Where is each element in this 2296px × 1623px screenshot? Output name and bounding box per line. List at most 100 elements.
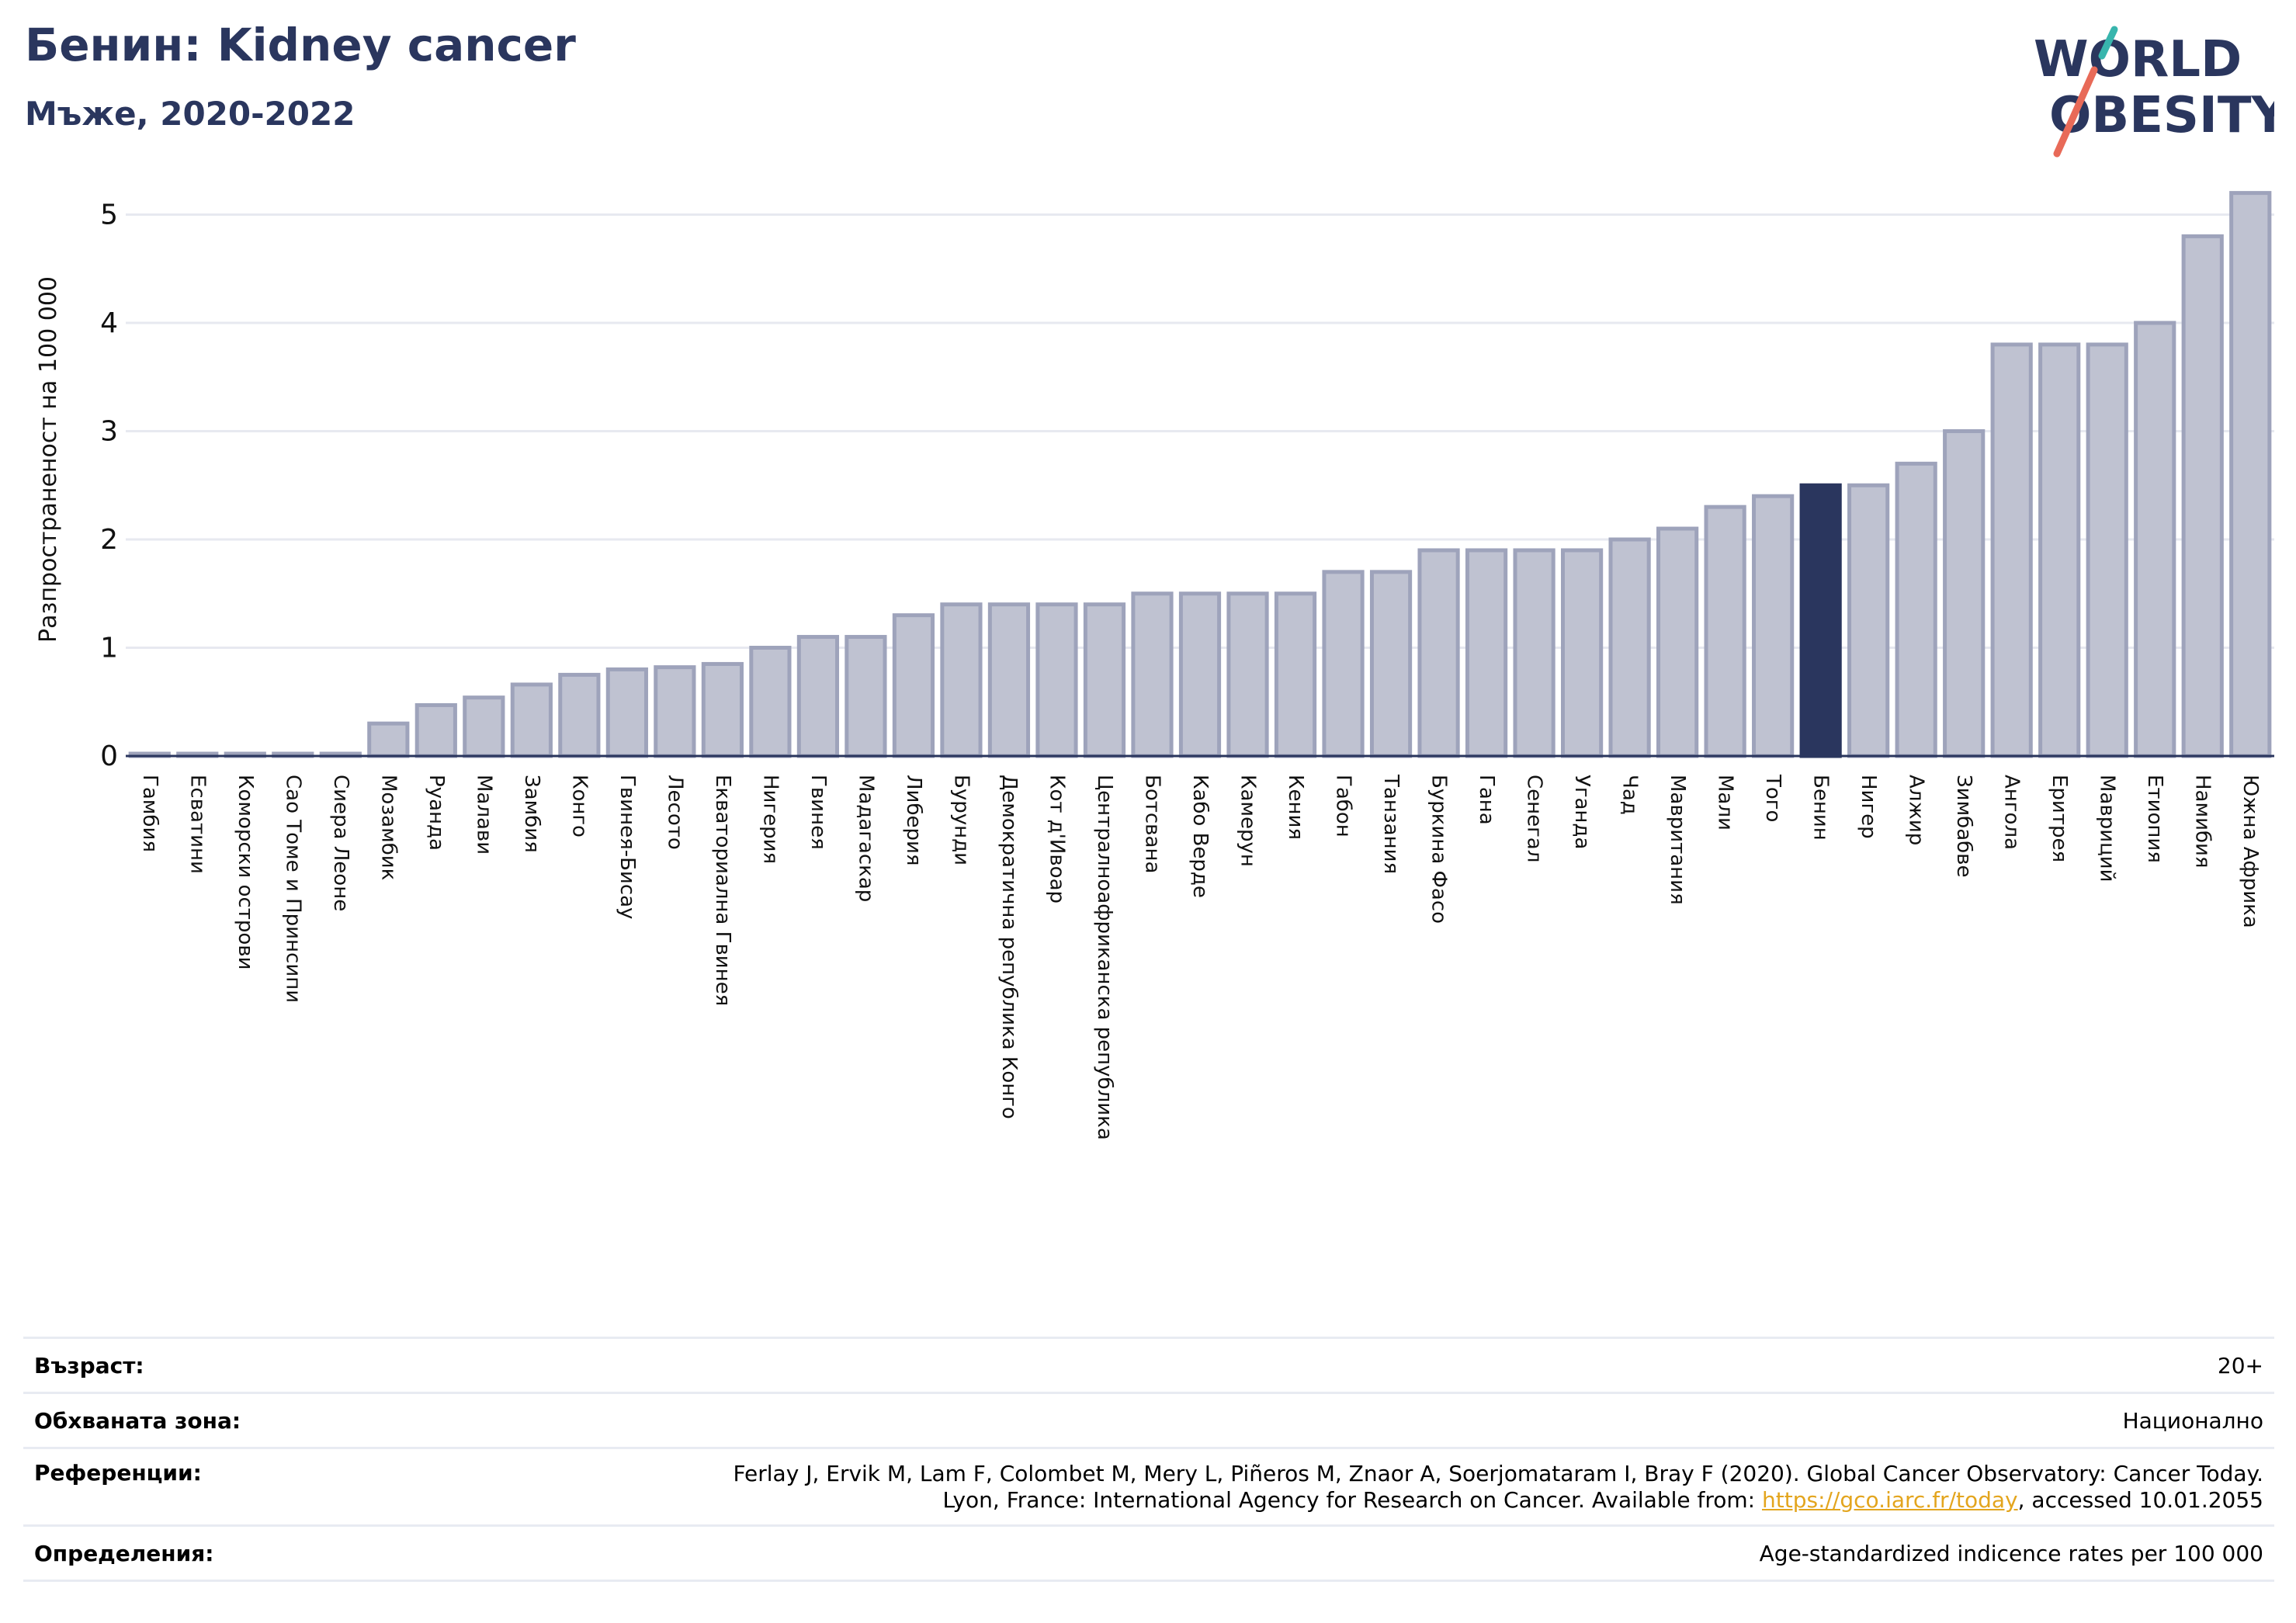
- x-tick-label: Сиера Леоне: [329, 775, 352, 911]
- bar-34: [1752, 494, 1795, 758]
- x-tick-label: Зимбабве: [1952, 775, 1975, 878]
- x-tick-label: Централноафриканска република: [1093, 775, 1116, 1140]
- x-tick-label: Того: [1761, 774, 1784, 822]
- bar-43: [2181, 234, 2224, 758]
- x-tick-label: Коморски острови: [234, 775, 257, 970]
- references-link[interactable]: https://gco.iarc.fr/today: [1762, 1486, 2018, 1513]
- bar-12: [701, 661, 744, 758]
- logo-line2: OBESITY: [2049, 87, 2274, 144]
- bar-36: [1847, 483, 1890, 758]
- bar-28: [1465, 548, 1508, 758]
- x-tick-label: Конго: [567, 775, 591, 838]
- x-tick-label: Гвинея: [806, 775, 830, 850]
- logo-slash-teal: [2098, 26, 2118, 60]
- bar-23: [1226, 591, 1269, 758]
- references-value: Ferlay J, Ervik M, Lam F, Colombet M, Me…: [511, 1448, 2274, 1526]
- y-axis-label: Разпространеност на 100 000: [35, 276, 62, 643]
- y-tick-label: 2: [100, 524, 118, 556]
- coverage-label: Обхваната зона:: [34, 1407, 241, 1434]
- bar-9: [558, 672, 601, 758]
- bar-41: [2086, 342, 2128, 758]
- x-tick-label: Гамбия: [138, 775, 161, 852]
- bar-11: [654, 665, 696, 758]
- x-tick-label: Лесото: [663, 775, 686, 850]
- x-tick-label: Мадагаскар: [854, 775, 877, 902]
- x-tick-label: Ангола: [2000, 775, 2024, 850]
- x-tick-label: Нигер: [1857, 775, 1880, 839]
- bar-10: [605, 667, 648, 758]
- bar-13: [749, 646, 792, 758]
- info-table: Възраст: 20+ Обхваната зона: Национално …: [23, 1337, 2274, 1582]
- bar-17: [940, 602, 983, 758]
- bar-25: [1322, 570, 1365, 758]
- references-line2-suffix: , accessed 10.01.2055: [2017, 1486, 2263, 1513]
- x-tick-label: Нигерия: [758, 775, 782, 864]
- x-tick-label: Кабо Верде: [1188, 775, 1212, 898]
- bar-31: [1608, 537, 1651, 758]
- x-tick-label: Гвинея-Бисау: [616, 775, 639, 919]
- bar-19: [1035, 602, 1078, 758]
- bar-15: [845, 635, 887, 758]
- bar-16: [892, 613, 935, 758]
- bar-30: [1560, 548, 1604, 758]
- bar-8: [510, 682, 553, 758]
- bar-22: [1178, 591, 1222, 758]
- x-tick-label: Мавриций: [2096, 775, 2119, 883]
- x-tick-label: Либерия: [902, 775, 925, 866]
- logo-slash-coral: [2053, 66, 2098, 158]
- x-tick-label: Гана: [1475, 775, 1498, 825]
- coverage-value: Национално: [2122, 1407, 2263, 1434]
- bar-24: [1274, 591, 1317, 758]
- y-tick-label: 1: [100, 633, 118, 664]
- x-tick-label: Алжир: [1905, 775, 1928, 845]
- bar-42: [2134, 321, 2176, 758]
- page-title: Бенин: Kidney cancer: [25, 19, 576, 71]
- definitions-label: Определения:: [34, 1540, 214, 1566]
- bar-29: [1513, 548, 1556, 758]
- references-line2-prefix: Lyon, France: International Agency for R…: [942, 1486, 1762, 1513]
- x-tick-label: Демократична република Конго: [997, 775, 1021, 1119]
- info-row-definitions: Определения: Age-standardized indicence …: [23, 1525, 2274, 1581]
- x-tick-label: Кот д'Ивоар: [1045, 775, 1068, 903]
- age-value: 20+: [2217, 1352, 2263, 1379]
- y-tick-label: 3: [100, 416, 118, 448]
- x-tick-label: Кения: [1284, 775, 1307, 840]
- x-tick-label: Бурунди: [949, 775, 973, 865]
- bar-chart: 0 1 2 3 4 5 Гамбия Есватини Коморски острови Сао…: [35, 191, 2274, 1140]
- x-tick-label: Мавритания: [1666, 775, 1689, 905]
- x-tick-label: Сао Томе и Принсипи: [281, 775, 304, 1003]
- bar-38: [1943, 429, 1986, 758]
- bar-21: [1131, 591, 1174, 758]
- y-tick-labels: 0 1 2 3 4 5: [100, 199, 118, 773]
- bar-6: [414, 702, 457, 758]
- x-tick-label: Камерун: [1236, 775, 1260, 867]
- bar-37: [1895, 461, 1937, 758]
- x-tick-label: Руанда: [425, 775, 448, 851]
- bar-32: [1656, 526, 1699, 758]
- bar-18: [987, 602, 1031, 758]
- bar-39: [1990, 342, 2033, 758]
- bar-44: [2229, 191, 2272, 758]
- x-tick-label: Намибия: [2191, 775, 2214, 869]
- x-tick-label: Бенин: [1809, 775, 1833, 841]
- x-tick-label: Есватини: [186, 775, 209, 874]
- y-tick-label: 5: [100, 199, 118, 231]
- x-tick-label: Мозамбик: [376, 775, 400, 880]
- bar-14: [796, 635, 840, 758]
- x-tick-label: Уганда: [1570, 775, 1594, 849]
- references-line1: Ferlay J, Ervik M, Lam F, Colombet M, Me…: [733, 1460, 2263, 1486]
- info-row-coverage: Обхваната зона: Национално: [23, 1392, 2274, 1448]
- y-tick-label: 4: [100, 307, 118, 339]
- x-tick-label: Ботсвана: [1140, 775, 1164, 873]
- logo-line1: WORLD: [2034, 31, 2242, 88]
- bar-35: [1799, 483, 1842, 758]
- bar-26: [1369, 570, 1413, 758]
- world-obesity-logo: WORLD OBESITY: [2034, 26, 2274, 158]
- bar-7: [463, 695, 505, 758]
- x-tick-labels: Гамбия Есватини Коморски острови Сао Томе и…: [138, 774, 2262, 1140]
- x-tick-label: Буркина Фасо: [1427, 775, 1451, 924]
- x-tick-label: Етиопия: [2143, 775, 2166, 863]
- page-subtitle: Мъже, 2020-2022: [25, 95, 355, 133]
- info-row-age: Възраст: 20+: [23, 1337, 2274, 1393]
- x-tick-label: Малави: [472, 775, 495, 855]
